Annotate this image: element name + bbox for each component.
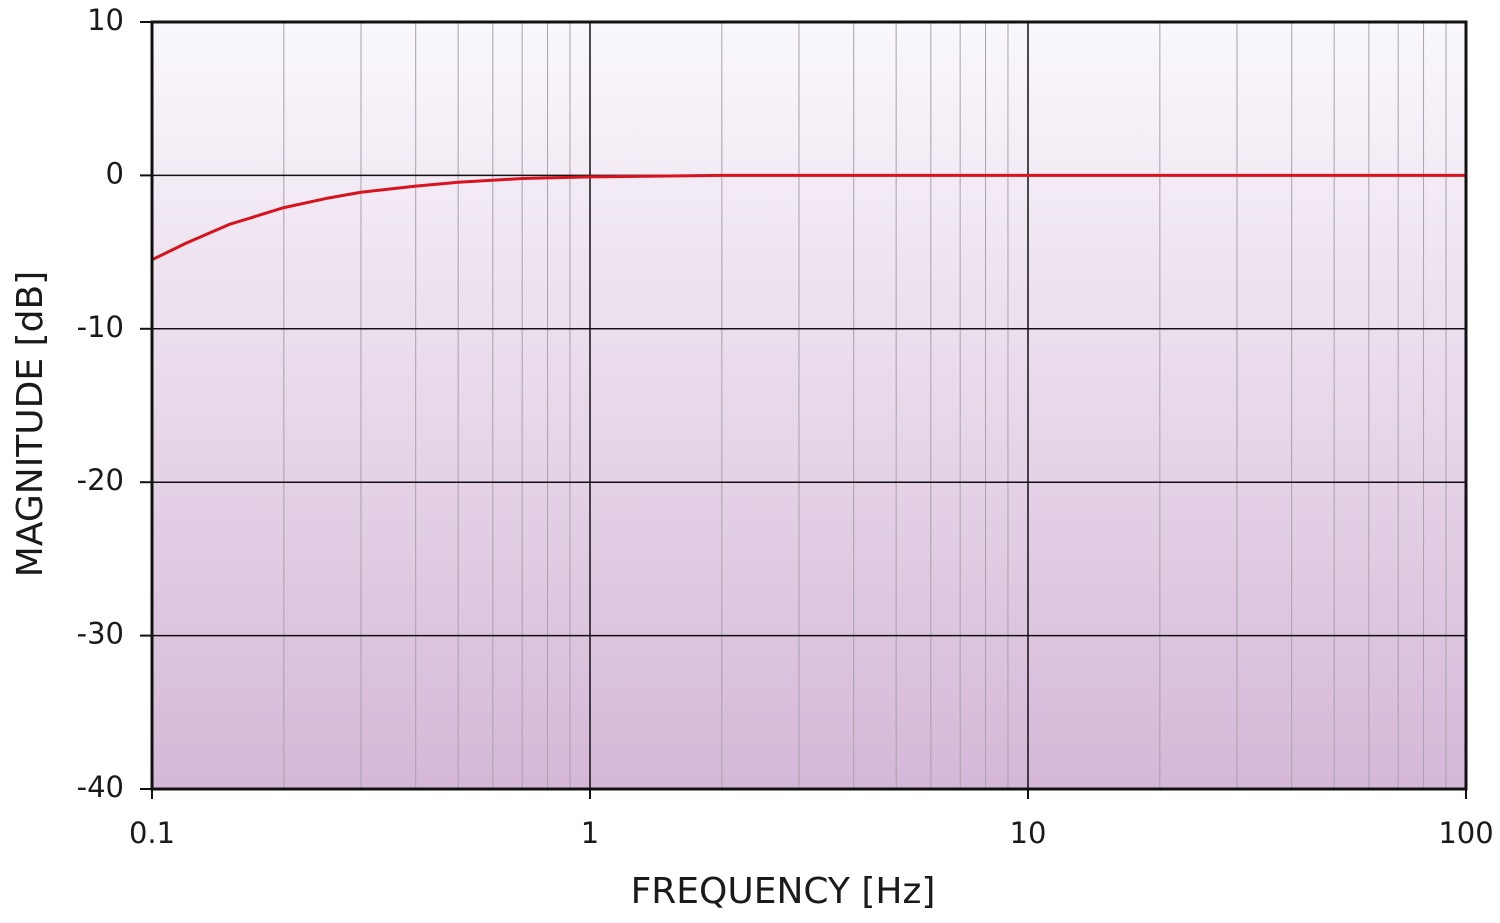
x-tick-label: 1 (581, 816, 599, 850)
x-tick-label: 10 (1010, 816, 1047, 850)
marks (151, 173, 1466, 262)
y-tick-label: -20 (77, 463, 124, 497)
plot-frame (150, 20, 1468, 791)
y-tick-label: -30 (77, 617, 124, 651)
plot-area (152, 22, 1466, 789)
x-axis-label: FREQUENCY [Hz] (631, 871, 936, 912)
data-line (151, 173, 1466, 262)
y-tick-label: 0 (106, 156, 124, 190)
y-tick-label: -40 (77, 770, 124, 804)
x-tick-label: 100 (1438, 816, 1493, 850)
y-axis-label: MAGNITUDE [dB] (10, 271, 51, 577)
x-tick-label: 0.1 (129, 816, 175, 850)
y-tick-label: 10 (87, 3, 124, 37)
y-tick-label: -10 (77, 310, 124, 344)
